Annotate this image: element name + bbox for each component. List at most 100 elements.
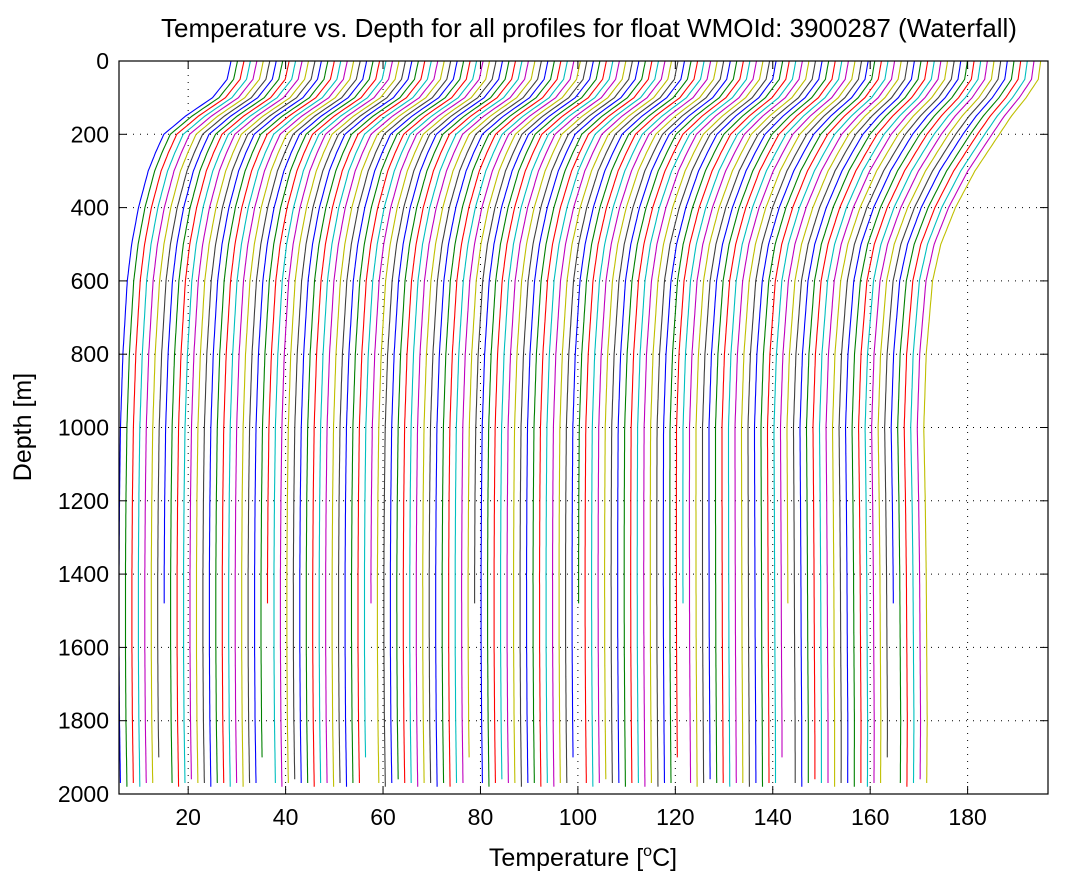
profile-line: [299, 61, 413, 783]
profile-line: [721, 61, 836, 783]
profile-line: [215, 61, 329, 784]
profile-line: [286, 61, 400, 783]
profile-line: [454, 61, 568, 783]
profile-line: [617, 61, 731, 784]
profile-line: [538, 61, 653, 787]
profile-line: [871, 61, 988, 783]
profile-line: [916, 61, 1035, 780]
profile-line: [643, 61, 758, 787]
profile-line: [701, 61, 817, 783]
profile-line: [851, 61, 968, 787]
profile-line: [688, 61, 803, 784]
profile-line: [760, 61, 876, 787]
profile-line: [344, 61, 458, 787]
profile-line: [493, 61, 607, 783]
profile-line: [805, 61, 922, 783]
profile-line: [163, 61, 277, 604]
profile-line: [500, 61, 614, 780]
profile-line: [545, 61, 660, 783]
profile-line: [428, 61, 542, 783]
profile-line: [415, 61, 529, 787]
profile-line: [254, 61, 368, 783]
profile-line: [480, 61, 594, 783]
profile-line: [591, 61, 705, 787]
profile-line: [363, 61, 478, 758]
profile-line: [157, 61, 271, 758]
profile-line: [422, 61, 536, 783]
profile-line: [409, 61, 523, 784]
profile-line: [897, 61, 1015, 784]
profile-line: [708, 61, 823, 780]
x-tick-label: 140: [754, 804, 792, 830]
y-tick-label: 200: [71, 121, 109, 147]
profile-line: [786, 61, 902, 604]
profile-line: [695, 61, 810, 787]
profile-line: [234, 61, 348, 783]
y-tick-label: 600: [71, 268, 109, 294]
profile-line: [571, 61, 686, 758]
profile-line: [578, 61, 692, 604]
y-tick-label: 1400: [58, 561, 109, 587]
profile-line: [734, 61, 849, 783]
y-axis-ticks: 0 200 400 600 800 1000 1200 1400 1600 1800 2000: [58, 48, 1048, 807]
profile-line: [273, 61, 387, 784]
x-tick-label: 20: [175, 804, 201, 830]
profile-line: [131, 61, 245, 783]
profile-line: [189, 61, 303, 780]
profile-line: [923, 61, 1042, 783]
profile-line: [551, 61, 666, 787]
y-tick-label: 1600: [58, 634, 109, 660]
profile-line: [812, 61, 929, 780]
profile-line: [183, 61, 297, 784]
profile-line: [565, 61, 679, 783]
y-tick-label: 0: [96, 48, 109, 74]
x-tick-label: 60: [370, 804, 396, 830]
profile-line: [357, 61, 471, 783]
profile-line: [831, 61, 949, 787]
profile-line: [350, 61, 465, 783]
profile-line: [636, 61, 751, 783]
y-tick-label: 1000: [58, 415, 109, 441]
profile-line: [292, 61, 406, 780]
y-tick-label: 1200: [58, 488, 109, 514]
chart-title: Temperature vs. Depth for all profiles f…: [161, 13, 1017, 43]
profile-line: [370, 61, 484, 604]
profiles: [119, 61, 1042, 787]
profile-line: [753, 61, 869, 783]
x-axis-label: Temperature [oC]: [489, 843, 677, 872]
profile-line: [727, 61, 843, 787]
profile-line: [150, 61, 264, 783]
profile-line: [467, 61, 581, 758]
profile-line: [890, 61, 1008, 604]
x-axis-label-main: Temperature [: [489, 844, 643, 872]
profile-line: [331, 61, 445, 787]
profile-line: [877, 61, 995, 783]
profile-line: [838, 61, 955, 783]
profile-line: [910, 61, 1028, 783]
profile-line: [137, 61, 251, 787]
profile-line: [864, 61, 982, 787]
profile-line: [682, 61, 797, 604]
profile-line: [389, 61, 504, 784]
profile-line: [318, 61, 432, 783]
profile-line: [448, 61, 562, 787]
x-tick-label: 160: [851, 804, 889, 830]
profile-line: [383, 61, 497, 787]
profile-line: [208, 61, 322, 787]
profile-line: [825, 61, 942, 783]
profile-line: [662, 61, 777, 784]
profile-line: [623, 61, 738, 787]
profile-line: [396, 61, 510, 780]
profile-line: [325, 61, 439, 784]
profile-line: [558, 61, 673, 783]
profile-line: [656, 61, 771, 787]
profile-line: [858, 61, 975, 783]
profile-line: [461, 61, 575, 784]
y-tick-label: 400: [71, 195, 109, 221]
profile-line: [532, 61, 646, 783]
profile-line: [228, 61, 342, 787]
profile-line: [144, 61, 258, 784]
x-tick-label: 120: [656, 804, 694, 830]
profile-line: [884, 61, 1002, 758]
